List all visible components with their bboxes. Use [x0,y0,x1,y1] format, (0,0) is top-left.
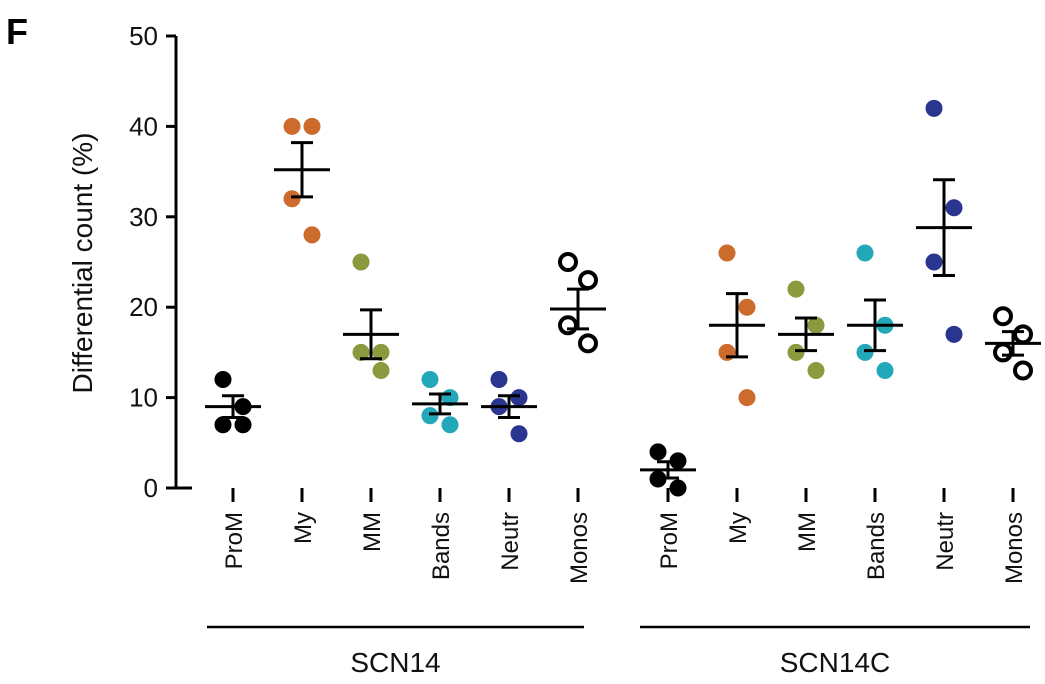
x-category-label: Neutr [497,512,524,571]
x-category-label: My [290,512,317,544]
data-point [421,371,439,389]
data-point [718,244,736,262]
data-point [421,407,439,425]
x-category-label: Monos [566,512,593,584]
data-point [876,361,894,379]
data-point [856,343,874,361]
data-point [738,298,756,316]
data-point [234,416,252,434]
data-point [993,342,1013,363]
data-point [558,315,578,336]
y-tick-label: 10 [129,383,158,413]
data-point [807,316,825,334]
group-label: SCN14 [350,647,440,678]
y-tick-label: 20 [129,292,158,322]
y-tick-label: 40 [129,111,158,141]
data-point [283,190,301,208]
data-point [352,253,370,271]
data-point [510,389,528,407]
data-point [558,252,578,272]
x-category-label: My [725,512,752,544]
data-marks [205,99,1041,497]
x-category-label: MM [794,512,821,552]
data-point [490,371,508,389]
x-category-label: ProM [221,512,248,569]
x-category-label: Monos [1001,512,1028,584]
data-point [1013,360,1033,381]
data-point [925,253,943,271]
data-point [441,416,459,434]
y-tick-label: 50 [129,21,158,51]
data-point [372,343,390,361]
data-point [303,226,321,244]
data-point [352,343,370,361]
data-point [787,280,805,298]
data-point [945,325,963,343]
data-point [856,244,874,262]
data-point [578,333,598,354]
data-point [787,343,805,361]
data-point [807,361,825,379]
data-point [945,199,963,217]
x-category-label: Neutr [932,512,959,571]
data-point [214,416,232,434]
data-point [925,99,943,117]
data-point [1013,324,1033,345]
data-point [283,117,301,135]
data-point [649,443,667,461]
group-label: SCN14C [780,647,890,678]
data-point [372,361,390,379]
data-point [738,389,756,407]
x-category-label: Bands [863,512,890,580]
data-point [993,306,1013,327]
x-category-label: Bands [428,512,455,580]
panel-letter: F [6,11,28,52]
data-point [578,270,598,291]
data-point [510,425,528,443]
x-category-label: ProM [656,512,683,569]
x-category-label: MM [359,512,386,552]
data-point [669,479,687,497]
axes: 0 10 20 30 40 50 [129,21,1030,629]
y-tick-label: 0 [144,473,158,503]
y-axis-title: Differential count (%) [67,133,98,394]
category-labels: ProM My MM Bands Neutr Monos SCN14 ProM My MM Band… [221,512,1028,678]
y-tick-label: 30 [129,202,158,232]
data-point [214,371,232,389]
data-point [303,117,321,135]
